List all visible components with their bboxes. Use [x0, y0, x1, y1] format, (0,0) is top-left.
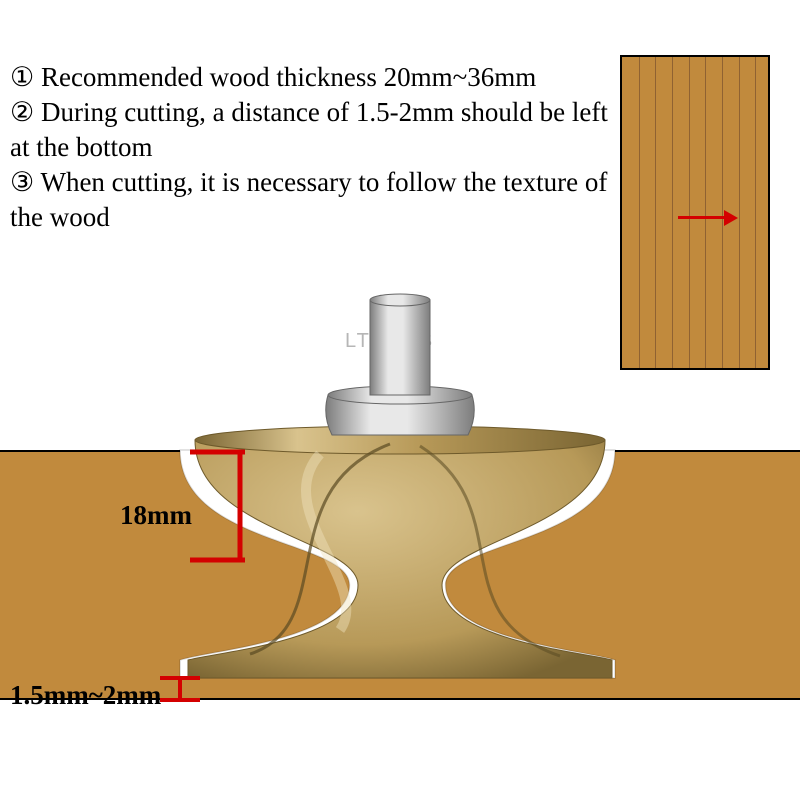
- grain-line: [655, 57, 656, 368]
- instruction-1: ① Recommended wood thickness 20mm~36mm: [10, 60, 610, 95]
- depth-label: 18mm: [120, 500, 192, 531]
- grain-line: [639, 57, 640, 368]
- grain-line: [705, 57, 706, 368]
- instruction-3: ③ When cutting, it is necessary to follo…: [10, 165, 610, 235]
- grain-line: [755, 57, 756, 368]
- instruction-2: ② During cutting, a distance of 1.5-2mm …: [10, 95, 610, 165]
- gap-label: 1.5mm~2mm: [10, 680, 161, 711]
- arrow-shaft: [678, 216, 726, 219]
- wood-board: [0, 450, 800, 700]
- brand-watermark: LTOOLS: [345, 330, 434, 353]
- instructions-block: ① Recommended wood thickness 20mm~36mm ②…: [10, 60, 610, 235]
- grain-line: [739, 57, 740, 368]
- grain-line: [722, 57, 723, 368]
- arrow-head: [724, 210, 738, 226]
- diagram-canvas: ① Recommended wood thickness 20mm~36mm ②…: [0, 0, 800, 800]
- grain-line: [689, 57, 690, 368]
- grain-line: [672, 57, 673, 368]
- wood-grain-sample: [620, 55, 770, 370]
